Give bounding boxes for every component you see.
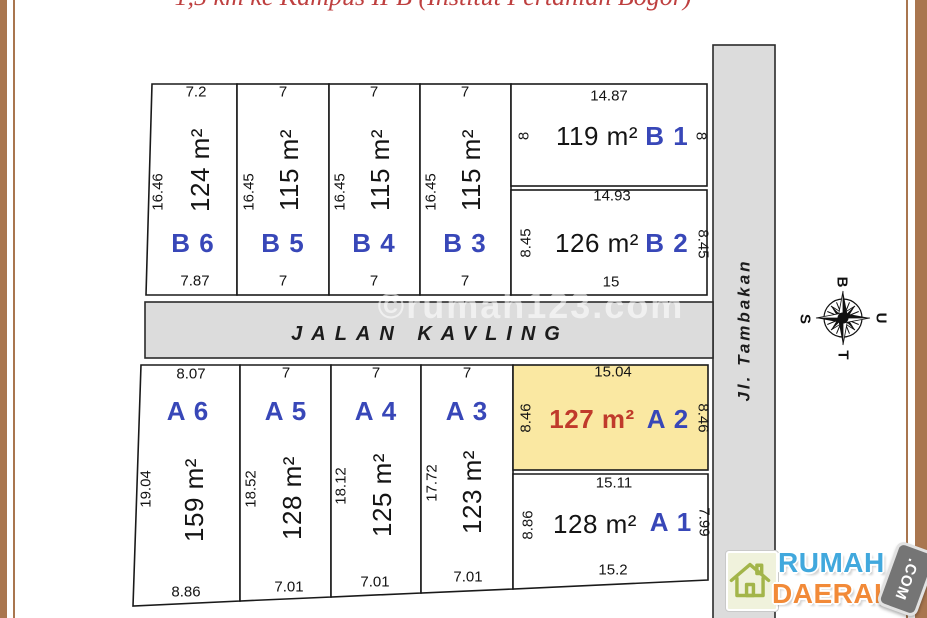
plot-a1-label: A 1 (649, 507, 693, 537)
plot-b1-dim-right: 8 (692, 131, 710, 141)
plot-b1-dim-top: 14.87 (590, 87, 628, 105)
plot-b5-dim-bottom: 7 (278, 272, 288, 290)
plot-a3-dim-bottom: 7.01 (453, 568, 483, 586)
plot-a6-dim-side: 19.04 (137, 470, 155, 508)
plot-a6-dim-top: 8.07 (176, 365, 206, 383)
road-jalan-kavling (144, 301, 714, 359)
plot-b4-label: B 4 (352, 228, 396, 258)
plot-a1-dim-left: 8.86 (519, 510, 537, 540)
compass-label-left: S (796, 313, 814, 325)
plot-a2-area: 127 m² (549, 404, 635, 434)
plot-b2-dim-right: 8.45 (694, 229, 712, 259)
logo-house-tile (726, 551, 778, 611)
plot-b5-label: B 5 (261, 228, 305, 258)
plot-b3-dim-top: 7 (460, 83, 470, 101)
plot-a4-area: 125 m² (367, 453, 397, 537)
plot-b3-dim-bottom: 7 (460, 272, 470, 290)
plot-b3-area: 115 m² (456, 129, 486, 211)
plot-b5-area: 115 m² (274, 129, 304, 211)
house-icon (729, 562, 771, 598)
plot-a4-dim-top: 7 (371, 364, 381, 382)
plot-a5-dim-top: 7 (281, 364, 291, 382)
plot-a6-area: 159 m² (179, 458, 209, 542)
plot-a1-dim-top: 15.11 (595, 474, 633, 492)
road-jl-tambakan-label: Jl. Tambakan (734, 258, 754, 402)
watermark-text: ©rumah123.com (377, 285, 685, 326)
plot-a4-dim-bottom: 7.01 (360, 573, 390, 591)
plot-a5-dim-bottom: 7.01 (274, 578, 304, 596)
plot-b2-dim-left: 8.45 (517, 228, 535, 258)
plot-a1-area: 128 m² (553, 509, 637, 539)
plot-b4-dim-side: 16.45 (331, 173, 349, 211)
plot-b3-label: B 3 (443, 228, 487, 258)
logo-text-rumah: RUMAH (778, 547, 885, 578)
plot-b2-area: 126 m² (555, 228, 639, 258)
plot-a1 (512, 473, 709, 590)
plot-b4-area: 115 m² (365, 129, 395, 211)
plot-b2-label: B 2 (645, 228, 689, 258)
plot-b5-dim-top: 7 (278, 83, 288, 101)
plot-a5-dim-side: 18.52 (242, 470, 260, 508)
frame-stripe-left-thin (13, 0, 15, 618)
plot-b2-dim-bottom: 15 (602, 273, 620, 291)
plot-b1-label: B 1 (645, 121, 689, 151)
plot-b4-dim-bottom: 7 (369, 272, 379, 290)
plot-b6-area: 124 m² (185, 128, 215, 212)
plot-a3-area: 123 m² (457, 450, 487, 534)
road-jalan-kavling-label: JALAN KAVLING (291, 323, 569, 345)
plot-b3-dim-side: 16.45 (422, 173, 440, 211)
plot-a1-dim-bottom: 15.2 (598, 561, 628, 579)
plot-b2 (510, 189, 708, 296)
plot-a4-label: A 4 (354, 396, 398, 426)
plot-b6-dim-top: 7.2 (185, 83, 207, 101)
plot-a5-label: A 5 (264, 396, 308, 426)
plot-a2-label: A 2 (646, 404, 690, 434)
plot-a2-dim-left: 8.46 (517, 403, 535, 433)
plot-b6-dim-bottom: 7.87 (180, 272, 210, 290)
road-jl-tambakan (712, 44, 776, 618)
plot-b1-area: 119 m² (556, 121, 638, 151)
logo-text-daerah: DAERAH (772, 578, 895, 609)
plot-a2-dim-top: 15.04 (594, 363, 632, 381)
plot-b1-dim-left: 8 (515, 131, 533, 141)
plot-a3-label: A 3 (445, 396, 489, 426)
compass-label-bottom: T (834, 350, 852, 360)
plot-b3 (419, 83, 512, 296)
plot-a3-dim-side: 17.72 (423, 464, 441, 502)
plot-a2-highlighted (512, 364, 709, 471)
plot-b2-dim-top: 14.93 (593, 187, 631, 205)
plot-a1-dim-right: 7.99 (695, 507, 713, 537)
frame-stripe-right-thin (906, 0, 908, 618)
plot-a2-dim-right: 8.46 (694, 403, 712, 433)
compass-rose-icon (815, 290, 871, 346)
plot-b4-dim-top: 7 (369, 83, 379, 101)
distance-note: 1,5 km ke Kampus IPB (Institut Pertanian… (174, 0, 691, 13)
compass-label-right: U (872, 312, 890, 324)
plot-a6-label: A 6 (166, 396, 210, 426)
plot-a5-area: 128 m² (277, 456, 307, 540)
frame-stripe-right-thick (915, 0, 927, 618)
plot-b1 (510, 83, 708, 187)
plot-b5-dim-side: 16.45 (240, 173, 258, 211)
frame-stripe-left-thick (0, 0, 7, 618)
plot-a4-dim-side: 18.12 (332, 467, 350, 505)
plot-b6-label: B 6 (171, 228, 215, 258)
plot-a6-dim-bottom: 8.86 (171, 583, 201, 601)
logo-com-tag-text: .COM (891, 555, 923, 603)
plot-b6-dim-side: 16.46 (149, 173, 167, 211)
compass-label-top: B (833, 276, 851, 288)
plot-a3-dim-top: 7 (462, 364, 472, 382)
